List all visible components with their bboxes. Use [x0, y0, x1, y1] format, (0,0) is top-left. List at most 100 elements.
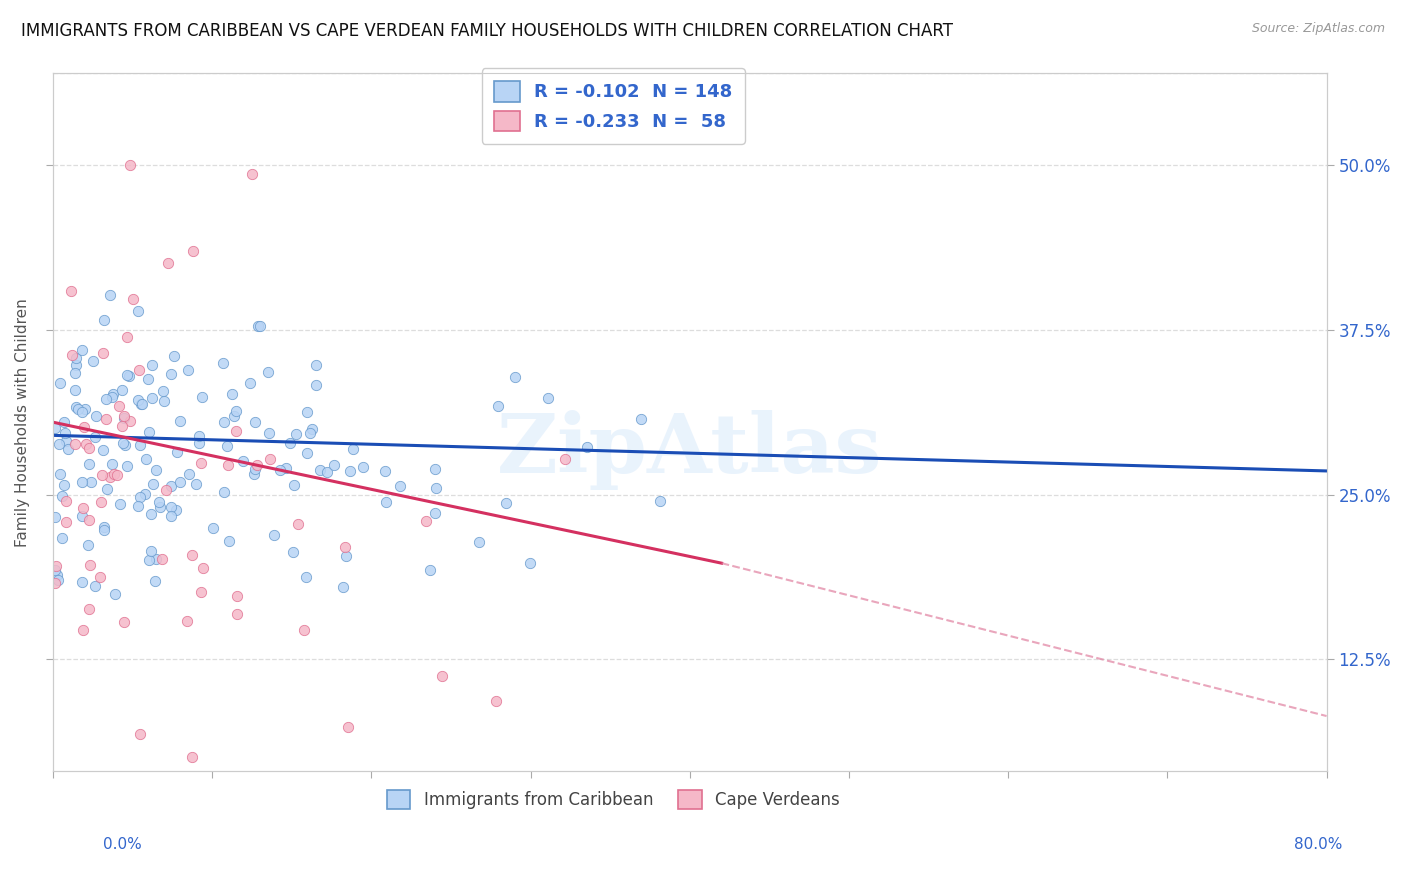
Point: [304, 358, 326, 372]
Point: [48, 573, 70, 587]
Point: [75, 436, 97, 450]
Point: [292, 623, 315, 637]
Point: [217, 458, 239, 473]
Point: [342, 442, 364, 456]
Point: [308, 463, 330, 477]
Point: [72, 624, 94, 638]
Point: [98, 288, 121, 302]
Point: [142, 477, 165, 491]
Point: [134, 486, 156, 500]
Point: [65, 358, 87, 372]
Point: [94, 412, 117, 426]
Point: [225, 425, 247, 439]
Point: [215, 439, 238, 453]
Point: [159, 368, 181, 382]
Point: [118, 368, 141, 383]
Point: [70, 508, 93, 523]
Point: [149, 500, 172, 514]
Point: [141, 358, 163, 372]
Point: [335, 549, 357, 564]
Point: [301, 422, 323, 436]
Point: [225, 607, 247, 621]
Point: [468, 534, 491, 549]
Point: [269, 463, 291, 477]
Point: [176, 614, 198, 628]
Point: [221, 387, 243, 401]
Point: [163, 349, 186, 363]
Point: [77, 513, 100, 527]
Point: [127, 304, 149, 318]
Point: [180, 549, 202, 563]
Point: [239, 376, 262, 390]
Point: [145, 463, 167, 477]
Point: [257, 365, 280, 379]
Point: [135, 451, 157, 466]
Point: [304, 377, 326, 392]
Point: [295, 570, 318, 584]
Point: [45, 568, 67, 582]
Point: [104, 587, 127, 601]
Point: [80, 475, 103, 489]
Text: Source: ZipAtlas.com: Source: ZipAtlas.com: [1251, 22, 1385, 36]
Point: [152, 552, 174, 566]
Point: [225, 403, 247, 417]
Point: [115, 368, 138, 382]
Point: [93, 520, 115, 534]
Point: [138, 425, 160, 439]
Point: [225, 589, 247, 603]
Point: [160, 509, 183, 524]
Point: [45, 558, 67, 573]
Point: [115, 459, 138, 474]
Point: [415, 514, 437, 528]
Point: [322, 458, 344, 473]
Point: [155, 483, 177, 497]
Point: [65, 383, 87, 397]
Point: [485, 694, 508, 708]
Point: [519, 556, 541, 570]
Point: [212, 356, 235, 370]
Point: [139, 508, 162, 522]
Point: [115, 329, 138, 343]
Point: [148, 494, 170, 508]
Point: [44, 510, 66, 524]
Point: [503, 370, 526, 384]
Point: [105, 468, 128, 483]
Text: IMMIGRANTS FROM CARIBBEAN VS CAPE VERDEAN FAMILY HOUSEHOLDS WITH CHILDREN CORREL: IMMIGRANTS FROM CARIBBEAN VS CAPE VERDEA…: [21, 22, 953, 40]
Point: [127, 499, 149, 513]
Point: [73, 402, 96, 417]
Point: [101, 387, 124, 401]
Point: [202, 521, 225, 535]
Point: [190, 585, 212, 599]
Point: [274, 461, 297, 475]
Point: [246, 318, 269, 333]
Point: [243, 462, 266, 476]
Point: [166, 445, 188, 459]
Point: [537, 391, 560, 405]
Point: [72, 475, 94, 489]
Point: [630, 411, 652, 425]
Point: [77, 442, 100, 456]
Point: [212, 485, 235, 500]
Point: [374, 464, 396, 478]
Point: [51, 489, 73, 503]
Point: [112, 409, 135, 424]
Point: [79, 558, 101, 573]
Point: [190, 456, 212, 470]
Legend: Immigrants from Caribbean, Cape Verdeans: Immigrants from Caribbean, Cape Verdeans: [381, 783, 846, 815]
Point: [333, 540, 356, 554]
Point: [157, 256, 180, 270]
Point: [375, 494, 398, 508]
Point: [112, 435, 135, 450]
Point: [77, 538, 100, 552]
Point: [128, 362, 150, 376]
Point: [91, 346, 114, 360]
Point: [55, 515, 77, 529]
Point: [249, 319, 271, 334]
Point: [169, 475, 191, 490]
Point: [281, 544, 304, 558]
Point: [72, 501, 94, 516]
Point: [316, 465, 339, 479]
Point: [295, 405, 318, 419]
Point: [129, 727, 152, 741]
Point: [145, 551, 167, 566]
